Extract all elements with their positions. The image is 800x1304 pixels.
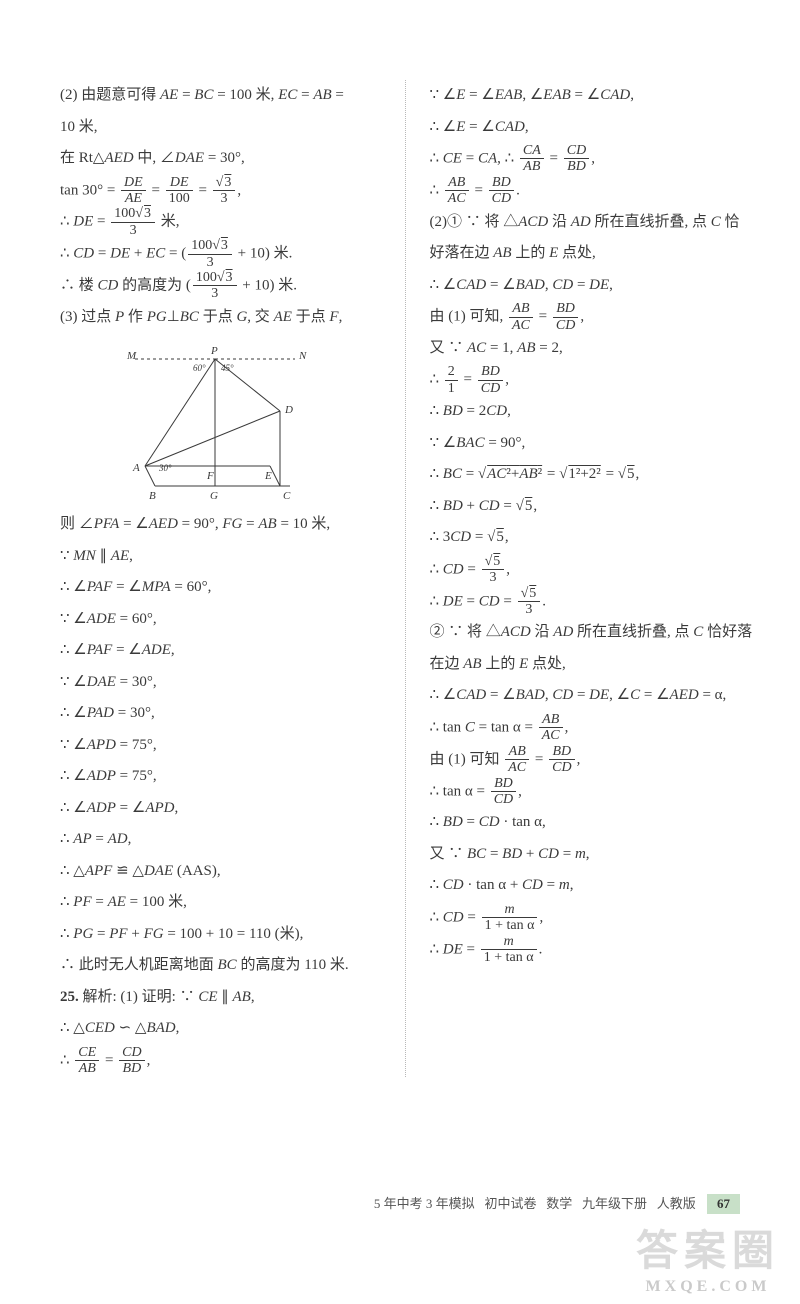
text-line: 又 ∵ AC = 1, AB = 2, [430, 333, 751, 365]
text-line: 好落在边 AB 上的 E 点处, [430, 238, 751, 270]
watermark: 答案圈 MXQE.COM [636, 1217, 780, 1296]
text-line: ∴ ∠CAD = ∠BAD, CD = DE, ∠C = ∠AED = α, [430, 680, 751, 712]
text-line: ∴ ∠PAF = ∠ADE, [60, 635, 381, 667]
left-column: (2) 由题意可得 AE = BC = 100 米, EC = AB = 10 … [60, 80, 381, 1077]
two-column-layout: (2) 由题意可得 AE = BC = 100 米, EC = AB = 10 … [60, 80, 750, 1077]
text-line: ∴ ∠ADP = 75°, [60, 761, 381, 793]
svg-text:F: F [206, 470, 214, 482]
text-line: ∴ BD + CD = √5, [430, 491, 751, 523]
text-line: (2)① ∵ 将 △ACD 沿 AD 所在直线折叠, 点 C 恰 [430, 207, 751, 239]
diagram-svg: M P N 60° 45° A 30° B F G E C D [115, 341, 325, 501]
geometry-diagram: M P N 60° 45° A 30° B F G E C D [60, 341, 381, 501]
footer-text: 初中试卷 [484, 1196, 536, 1211]
text-line: ∴ △CED ∽ △BAD, [60, 1013, 381, 1045]
text-line: ∴ ∠PAF = ∠MPA = 60°, [60, 572, 381, 604]
text-line: ∴ CD = √53, [430, 554, 751, 586]
text-line: tan 30° = DEAE = DE100 = √33, [60, 175, 381, 207]
text-line: ∴ ∠ADP = ∠APD, [60, 793, 381, 825]
footer-text: 人教版 [657, 1196, 696, 1211]
text-line: ∵ ∠E = ∠EAB, ∠EAB = ∠CAD, [430, 80, 751, 112]
text-line: ② ∵ 将 △ACD 沿 AD 所在直线折叠, 点 C 恰好落 [430, 617, 751, 649]
text-line: 25. 解析: (1) 证明: ∵ CE ∥ AB, [60, 982, 381, 1014]
text-line: ∴ ∠E = ∠CAD, [430, 112, 751, 144]
text-line: ∴ CE = CA, ∴ CAAB = CDBD, [430, 143, 751, 175]
svg-text:60°: 60° [193, 363, 206, 373]
text-line: ∴ 3CD = √5, [430, 522, 751, 554]
text-line: ∴ CD · tan α + CD = m, [430, 870, 751, 902]
svg-text:B: B [149, 490, 156, 501]
text-line: 10 米, [60, 112, 381, 144]
text-line: ∵ ∠ADE = 60°, [60, 604, 381, 636]
text-line: ∴ tan C = tan α = ABAC, [430, 712, 751, 744]
text-line: ∴ 21 = BDCD, [430, 364, 751, 396]
text-line: ∴ DE = m1 + tan α. [430, 934, 751, 966]
text-line: ∴ BD = 2CD, [430, 396, 751, 428]
text-line: ∵ MN ∥ AE, [60, 541, 381, 573]
text-line: (3) 过点 P 作 PG⊥BC 于点 G, 交 AE 于点 F, [60, 302, 381, 334]
text-line: ∴ CD = m1 + tan α, [430, 902, 751, 934]
text-line: ∴ BC = √AC²+AB² = √1²+2² = √5, [430, 459, 751, 491]
text-line: 则 ∠PFA = ∠AED = 90°, FG = AB = 10 米, [60, 509, 381, 541]
text-line: ∴ BD = CD · tan α, [430, 807, 751, 839]
watermark-main: 答案圈 [636, 1229, 780, 1275]
svg-text:D: D [284, 404, 293, 416]
text-line: 在边 AB 上的 E 点处, [430, 649, 751, 681]
svg-text:N: N [298, 350, 307, 362]
svg-text:45°: 45° [221, 363, 234, 373]
text-line: 在 Rt△AED 中, ∠DAE = 30°, [60, 143, 381, 175]
text-line: 又 ∵ BC = BD + CD = m, [430, 839, 751, 871]
text-line: ∴ ∠PAD = 30°, [60, 698, 381, 730]
right-column: ∵ ∠E = ∠EAB, ∠EAB = ∠CAD, ∴ ∠E = ∠CAD, ∴… [430, 80, 751, 1077]
text-line: 由 (1) 可知, ABAC = BDCD, [430, 301, 751, 333]
text-line: ∴ 此时无人机距离地面 BC 的高度为 110 米. [60, 950, 381, 982]
watermark-sub: MXQE.COM [636, 1278, 780, 1296]
svg-text:G: G [210, 490, 218, 501]
text-line: ∴ ABAC = BDCD. [430, 175, 751, 207]
footer-text: 5 年中考 3 年模拟 [374, 1196, 475, 1211]
footer-text: 数学 [546, 1196, 572, 1211]
text-line: ∴ AP = AD, [60, 824, 381, 856]
text-line: ∴ △APF ≌ △DAE (AAS), [60, 856, 381, 888]
svg-text:A: A [132, 462, 140, 474]
column-divider [405, 80, 406, 1077]
svg-text:30°: 30° [158, 463, 172, 473]
text-line: ∴ tan α = BDCD, [430, 776, 751, 808]
page-content: (2) 由题意可得 AE = BC = 100 米, EC = AB = 10 … [0, 0, 800, 1077]
text-line: ∴ DE = CD = √53. [430, 586, 751, 618]
footer-text: 九年级下册 [582, 1196, 647, 1211]
text-line: ∴ 楼 CD 的高度为 (100√33 + 10) 米. [60, 270, 381, 302]
text-line: ∴ DE = 100√33 米, [60, 206, 381, 238]
text-line: 由 (1) 可知 ABAC = BDCD, [430, 744, 751, 776]
text-line: ∵ ∠APD = 75°, [60, 730, 381, 762]
text-line: ∴ CD = DE + EC = (100√33 + 10) 米. [60, 238, 381, 270]
text-line: ∴ ∠CAD = ∠BAD, CD = DE, [430, 270, 751, 302]
text-line: ∴ PG = PF + FG = 100 + 10 = 110 (米), [60, 919, 381, 951]
text-line: ∴ CEAB = CDBD, [60, 1045, 381, 1077]
page-footer: 5 年中考 3 年模拟 初中试卷 数学 九年级下册 人教版 67 [0, 1193, 800, 1214]
text-line: ∵ ∠DAE = 30°, [60, 667, 381, 699]
text-line: ∴ PF = AE = 100 米, [60, 887, 381, 919]
text-line: (2) 由题意可得 AE = BC = 100 米, EC = AB = [60, 80, 381, 112]
svg-text:P: P [210, 345, 218, 357]
svg-text:C: C [283, 490, 291, 501]
page-number: 67 [707, 1194, 740, 1214]
text-line: ∵ ∠BAC = 90°, [430, 428, 751, 460]
svg-text:M: M [126, 350, 137, 362]
svg-text:E: E [264, 470, 272, 482]
